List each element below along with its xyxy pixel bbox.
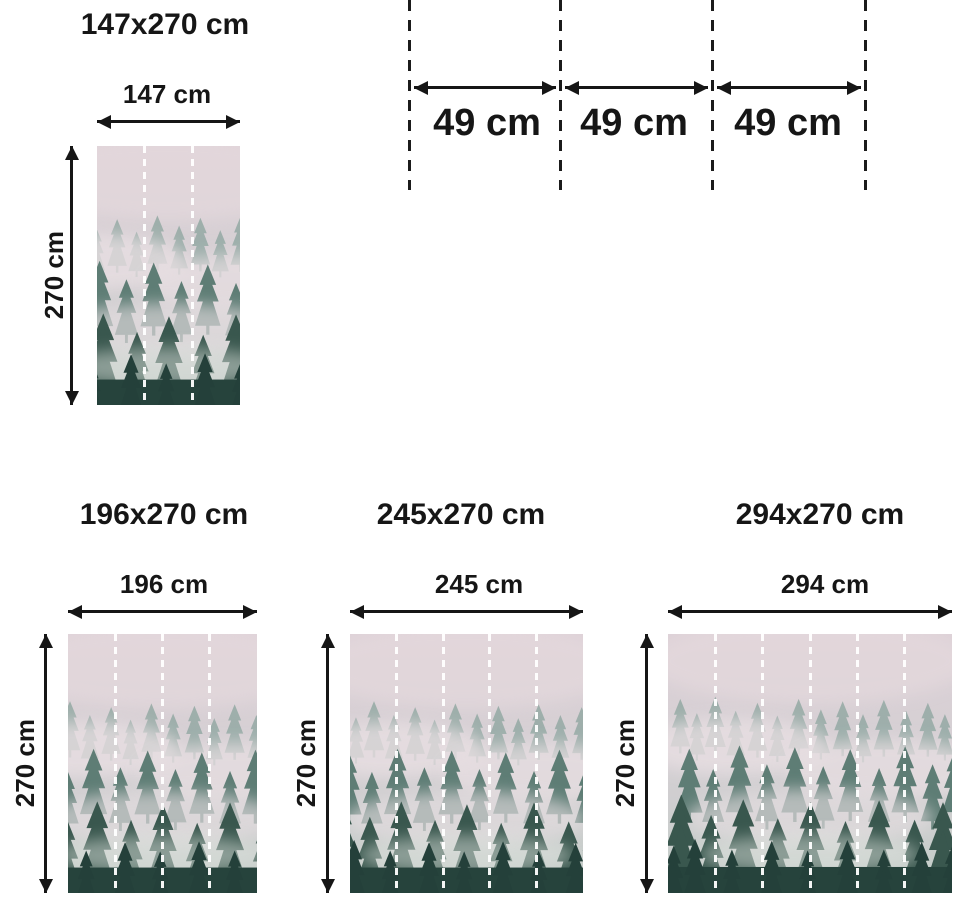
width-dimension-label: 245 cm	[434, 569, 524, 599]
height-dimension-text: 270 cm	[38, 231, 69, 320]
panel-seam-line	[441, 634, 445, 893]
panel-cut-line	[559, 0, 562, 190]
panel-width-arrow	[565, 80, 708, 95]
panel-seam-line	[113, 634, 117, 893]
panel-seam-line	[808, 634, 812, 893]
panel-width-label: 49 cm	[433, 102, 541, 144]
mural-preview	[68, 634, 257, 893]
width-dimension-label: 147 cm	[122, 79, 212, 109]
foggy-forest-image	[350, 634, 583, 893]
width-dimension-arrow	[68, 604, 257, 619]
height-dimension-arrow	[639, 634, 654, 893]
panel-seam-line	[143, 146, 147, 405]
panel-seam-line	[534, 634, 538, 893]
panel-seam-line	[761, 634, 765, 893]
height-dimension-label: 270 cm	[2, 634, 48, 893]
panel-seam-line	[713, 634, 717, 893]
height-dimension-label: 270 cm	[283, 634, 329, 893]
panel-seam-line	[208, 634, 212, 893]
panel-seam-line	[855, 634, 859, 893]
size-title: 147x270 cm	[80, 8, 250, 41]
height-dimension-text: 270 cm	[290, 719, 321, 808]
panel-width-arrow	[414, 80, 556, 95]
height-dimension-arrow	[38, 634, 53, 893]
panel-cut-line	[408, 0, 411, 190]
height-dimension-label: 270 cm	[602, 634, 648, 893]
height-dimension-arrow	[320, 634, 335, 893]
panel-width-label: 49 cm	[580, 102, 688, 144]
size-title: 245x270 cm	[376, 498, 546, 531]
mural-preview	[350, 634, 583, 893]
width-dimension-arrow	[97, 114, 240, 129]
panel-seam-line	[395, 634, 399, 893]
width-dimension-label: 294 cm	[780, 569, 870, 599]
mural-preview	[97, 146, 240, 405]
panel-width-label: 49 cm	[734, 102, 842, 144]
width-dimension-arrow	[668, 604, 952, 619]
height-dimension-text: 270 cm	[9, 719, 40, 808]
height-dimension-text: 270 cm	[609, 719, 640, 808]
panel-cut-line	[864, 0, 867, 190]
width-dimension-arrow	[350, 604, 583, 619]
panel-seam-line	[190, 146, 194, 405]
foggy-forest-image	[97, 146, 240, 405]
mural-preview	[668, 634, 952, 893]
panel-seam-line	[903, 634, 907, 893]
width-dimension-label: 196 cm	[119, 569, 209, 599]
panel-seam-line	[161, 634, 164, 893]
panel-cut-line	[711, 0, 714, 190]
panel-seam-line	[488, 634, 492, 893]
height-dimension-arrow	[64, 146, 79, 405]
panel-width-arrow	[717, 80, 861, 95]
size-title: 196x270 cm	[79, 498, 249, 531]
size-title: 294x270 cm	[735, 498, 905, 531]
